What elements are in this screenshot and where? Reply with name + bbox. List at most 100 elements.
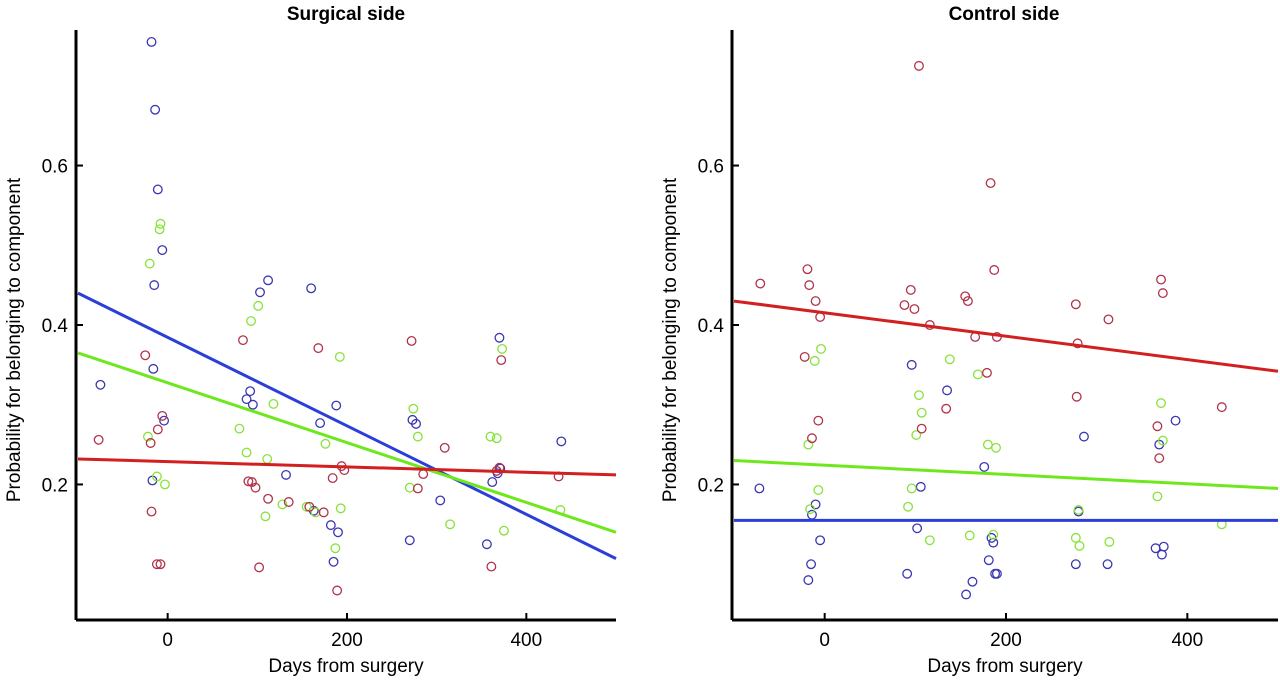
data-point-green bbox=[1152, 491, 1163, 502]
data-point-blue bbox=[333, 527, 343, 538]
data-point-red bbox=[157, 410, 168, 421]
data-point-blue bbox=[306, 283, 317, 294]
data-point-blue bbox=[263, 275, 274, 286]
data-point-green bbox=[1074, 540, 1085, 551]
trend-line-red bbox=[733, 299, 1279, 373]
data-point-red bbox=[807, 433, 817, 444]
data-point-blue bbox=[325, 520, 336, 531]
data-point-green bbox=[816, 343, 826, 354]
data-point-green bbox=[234, 423, 245, 434]
data-point-red bbox=[802, 264, 813, 275]
data-point-green bbox=[241, 447, 252, 458]
data-point-green bbox=[485, 431, 496, 442]
y-tick-label: 0.4 bbox=[698, 316, 725, 337]
data-point-red bbox=[250, 482, 261, 493]
data-point-red bbox=[1103, 314, 1114, 325]
surgical-side-panel: Surgical side 0.2 0.4 0.6 0 200 400 Days from s… bbox=[4, 4, 617, 677]
data-point-green bbox=[334, 351, 345, 362]
data-point-blue bbox=[815, 535, 826, 546]
data-point-red bbox=[810, 296, 821, 307]
data-point-green bbox=[491, 433, 502, 444]
data-point-red bbox=[93, 434, 104, 445]
data-point-blue bbox=[1079, 431, 1089, 442]
data-point-red bbox=[916, 423, 927, 434]
data-point-red bbox=[304, 501, 315, 512]
data-point-red bbox=[155, 559, 166, 570]
data-point-blue bbox=[157, 245, 168, 256]
data-point-green bbox=[268, 398, 279, 409]
chart-title: Surgical side bbox=[287, 4, 405, 25]
data-point-blue bbox=[1070, 559, 1081, 570]
data-point-blue bbox=[435, 495, 446, 506]
trend-line-green bbox=[77, 351, 617, 534]
data-point-green bbox=[246, 316, 257, 326]
data-point-red bbox=[496, 355, 507, 366]
data-point-blue bbox=[146, 37, 157, 47]
data-point-blue bbox=[967, 576, 978, 587]
x-tick-label: 400 bbox=[1171, 630, 1203, 651]
data-point-green bbox=[916, 407, 927, 418]
data-point-green bbox=[924, 535, 935, 546]
data-point-blue bbox=[281, 469, 291, 480]
data-point-green bbox=[498, 525, 509, 536]
data-point-red bbox=[1154, 453, 1165, 464]
data-point-red bbox=[1071, 391, 1082, 402]
trend-line-blue bbox=[77, 291, 617, 560]
data-point-green bbox=[1070, 532, 1081, 543]
x-tick-label: 400 bbox=[510, 630, 542, 651]
data-point-blue bbox=[991, 568, 1002, 579]
data-point-green bbox=[277, 499, 288, 510]
data-point-red bbox=[318, 507, 329, 518]
data-point-green bbox=[982, 439, 993, 450]
x-tick-label: 0 bbox=[819, 630, 830, 651]
data-point-red bbox=[899, 300, 910, 311]
data-point-blue bbox=[315, 418, 326, 429]
data-point-green bbox=[911, 430, 922, 440]
data-point-red bbox=[327, 473, 338, 484]
data-point-blue bbox=[150, 104, 161, 115]
data-point-green bbox=[335, 503, 346, 514]
x-tick-label: 200 bbox=[990, 630, 1022, 651]
data-point-green bbox=[142, 431, 153, 442]
data-point-red bbox=[1152, 421, 1163, 432]
data-point-blue bbox=[247, 399, 258, 410]
data-point-blue bbox=[1158, 541, 1169, 552]
data-point-green bbox=[445, 519, 456, 530]
data-point-blue bbox=[152, 184, 163, 195]
data-point-red bbox=[145, 438, 156, 448]
data-point-green bbox=[972, 369, 983, 380]
data-point-green bbox=[408, 403, 419, 414]
data-point-green bbox=[991, 442, 1001, 453]
data-point-blue bbox=[754, 483, 765, 494]
data-point-blue bbox=[331, 400, 342, 411]
data-point-red bbox=[989, 265, 1000, 275]
data-point-blue bbox=[556, 436, 567, 447]
data-point-blue bbox=[481, 539, 492, 550]
control-side-panel: Control side 0.2 0.4 0.6 0 200 400 Days from su… bbox=[660, 4, 1279, 677]
data-point-blue bbox=[902, 568, 913, 579]
data-point-green bbox=[155, 218, 166, 229]
data-point-blue bbox=[979, 461, 990, 472]
data-point-blue bbox=[803, 575, 814, 586]
data-point-green bbox=[1073, 505, 1084, 515]
data-point-green bbox=[813, 485, 824, 495]
data-point-blue bbox=[411, 418, 421, 429]
data-point-red bbox=[140, 350, 151, 361]
data-point-green bbox=[497, 343, 508, 354]
y-tick-label: 0.2 bbox=[698, 475, 724, 496]
x-tick-label: 0 bbox=[162, 630, 173, 651]
data-point-red bbox=[1216, 402, 1227, 413]
data-point-blue bbox=[487, 477, 498, 488]
data-point-red bbox=[982, 367, 992, 378]
data-point-green bbox=[404, 482, 415, 493]
data-point-red bbox=[152, 424, 163, 435]
data-point-red bbox=[418, 469, 429, 480]
data-point-blue bbox=[983, 555, 994, 566]
data-point-red bbox=[909, 304, 920, 315]
data-point-blue bbox=[245, 386, 256, 397]
data-point-red bbox=[1070, 299, 1081, 310]
data-point-blue bbox=[807, 509, 817, 520]
x-tick-label: 200 bbox=[331, 630, 363, 651]
data-point-red bbox=[243, 476, 254, 487]
